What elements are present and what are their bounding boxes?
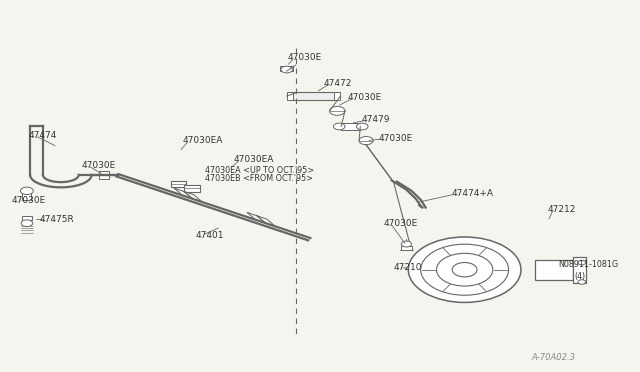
Text: 47475R: 47475R — [40, 215, 74, 224]
Bar — [287, 92, 293, 100]
Text: 47030EA: 47030EA — [234, 155, 274, 164]
Circle shape — [281, 66, 292, 73]
Circle shape — [21, 220, 33, 227]
Circle shape — [20, 187, 33, 195]
Text: 47472: 47472 — [323, 79, 351, 88]
Bar — [291, 92, 337, 100]
Circle shape — [578, 260, 586, 265]
Text: 47401: 47401 — [195, 231, 224, 240]
Text: 47030E: 47030E — [81, 161, 116, 170]
Circle shape — [420, 244, 509, 295]
Bar — [280, 66, 293, 71]
Circle shape — [356, 123, 368, 130]
Text: 47030EA <UP TO OCT.'95>: 47030EA <UP TO OCT.'95> — [205, 166, 314, 175]
Bar — [22, 216, 32, 220]
Bar — [99, 171, 109, 179]
Text: 47474: 47474 — [29, 131, 57, 140]
Text: 47030EB <FROM OCT.'95>: 47030EB <FROM OCT.'95> — [205, 174, 313, 183]
Text: (4): (4) — [574, 272, 585, 280]
Bar — [573, 257, 586, 283]
Text: 47030E: 47030E — [288, 53, 323, 62]
Circle shape — [436, 253, 493, 286]
Text: 47030E: 47030E — [12, 196, 46, 205]
Text: N08911-1081G: N08911-1081G — [559, 260, 619, 269]
Text: 47212: 47212 — [547, 205, 575, 214]
Bar — [171, 181, 186, 187]
Text: 47030E: 47030E — [384, 219, 419, 228]
Circle shape — [452, 263, 477, 277]
Bar — [184, 185, 200, 192]
Bar — [341, 123, 360, 130]
Text: 47030E: 47030E — [379, 134, 413, 143]
Circle shape — [578, 280, 586, 284]
Bar — [22, 193, 31, 200]
Bar — [535, 260, 573, 280]
Circle shape — [359, 137, 373, 145]
Text: 47479: 47479 — [362, 115, 390, 124]
Circle shape — [401, 241, 412, 247]
Bar — [334, 92, 340, 100]
Text: 47474+A: 47474+A — [452, 189, 494, 198]
Text: A-70A02.3: A-70A02.3 — [531, 353, 575, 362]
Circle shape — [333, 123, 345, 130]
Bar — [401, 246, 412, 250]
Circle shape — [330, 106, 345, 115]
Circle shape — [408, 237, 521, 302]
Text: 47030E: 47030E — [348, 93, 382, 102]
Text: 47030EA: 47030EA — [182, 136, 223, 145]
Text: 47210: 47210 — [394, 263, 422, 272]
